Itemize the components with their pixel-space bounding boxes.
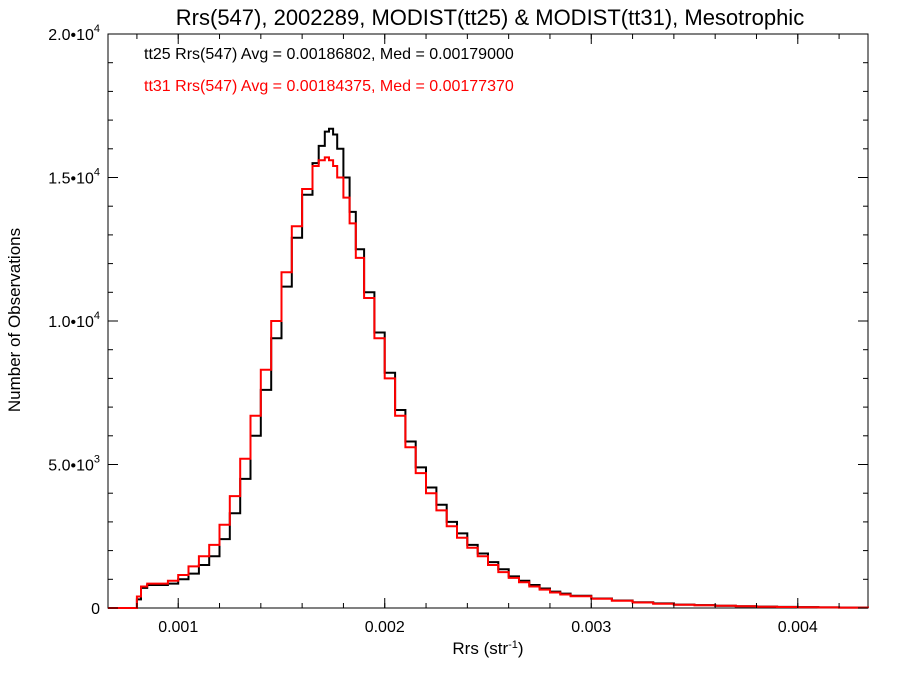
y-tick-label-0: 0 bbox=[91, 601, 100, 618]
x-axis-label-superscript: -1 bbox=[508, 639, 518, 651]
series-line-tt25 bbox=[108, 127, 869, 609]
x-tick-label-3: 0.004 bbox=[778, 619, 818, 636]
y-tick-label-3: 1.5•104 bbox=[48, 167, 100, 188]
plot-frame bbox=[107, 33, 869, 609]
y-tick-label-1: 5.0•103 bbox=[48, 454, 100, 475]
axis-ticks: 0.001 0.002 0.003 0.004 0 5.0•103 1.0•104 1.5•1… bbox=[48, 23, 868, 636]
x-tick-label-2: 0.003 bbox=[571, 619, 611, 636]
plot-area bbox=[107, 33, 869, 609]
x-axis-label: Rrs (str-1) bbox=[452, 639, 523, 658]
y-axis-label: Number of Observations bbox=[5, 228, 24, 412]
x-axis-label-main: Rrs (str bbox=[452, 639, 508, 658]
y-tick-label-2: 1.0•104 bbox=[48, 310, 100, 331]
legend: tt25 Rrs(547) Avg = 0.00186802, Med = 0.… bbox=[144, 46, 514, 95]
chart-title: Rrs(547), 2002289, MODIST(tt25) & MODIST… bbox=[176, 5, 804, 30]
x-tick-label-1: 0.002 bbox=[365, 619, 405, 636]
legend-entry-tt25: tt25 Rrs(547) Avg = 0.00186802, Med = 0.… bbox=[144, 46, 514, 63]
x-tick-label-0: 0.001 bbox=[158, 619, 198, 636]
legend-entry-tt31: tt31 Rrs(547) Avg = 0.00184375, Med = 0.… bbox=[144, 78, 514, 95]
y-tick-label-4: 2.0•104 bbox=[48, 23, 100, 44]
series-line-tt31 bbox=[108, 156, 869, 609]
x-axis-label-tail: ) bbox=[518, 639, 524, 658]
